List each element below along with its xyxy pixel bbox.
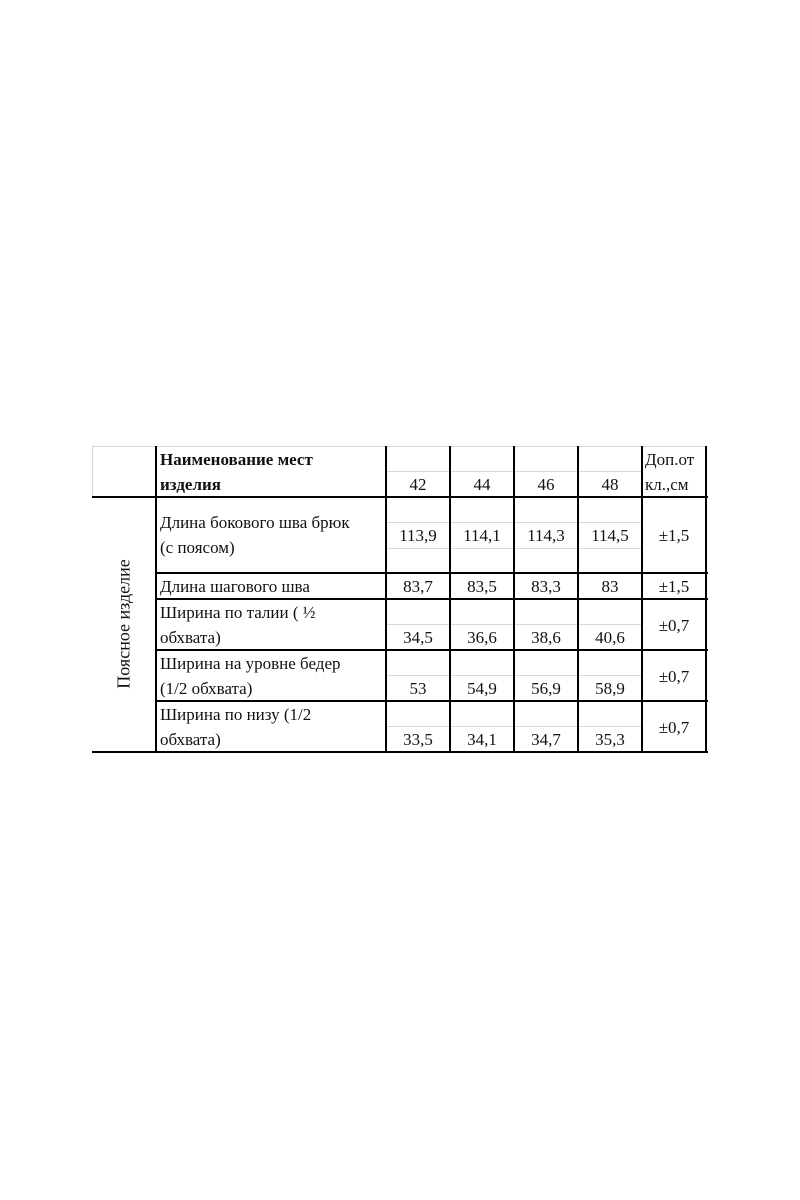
row-value: 34,5 (403, 628, 433, 647)
row-tolerance: ±1,5 (658, 526, 690, 545)
row-value: 40,6 (595, 628, 625, 647)
row-name-line1: Длина бокового шва брюк (160, 513, 350, 532)
header-name-line1: Наименование мест (160, 450, 313, 469)
gridline (92, 446, 93, 497)
row-tolerance: ±0,7 (658, 667, 690, 686)
border (449, 446, 451, 753)
border (513, 446, 515, 753)
row-name-line1: Ширина по низу (1/2 (160, 705, 312, 724)
row-tolerance: ±0,7 (658, 616, 690, 635)
border (155, 598, 708, 600)
row-value: 33,5 (403, 730, 433, 749)
border (155, 649, 708, 651)
row-value: 113,9 (399, 526, 437, 545)
header-name-line2: изделия (160, 475, 221, 494)
row-name-line2: (с поясом) (160, 538, 235, 557)
header-size: 48 (601, 475, 619, 494)
gridline (92, 446, 706, 447)
row-value: 34,1 (467, 730, 497, 749)
border (155, 446, 157, 753)
row-value: 53 (409, 679, 427, 698)
row-value: 83,5 (467, 577, 497, 596)
row-value: 114,1 (463, 526, 501, 545)
border (92, 496, 708, 498)
row-name-line1: Ширина на уровне бедер (160, 654, 341, 673)
header-tolerance-line2: кл.,см (645, 475, 689, 494)
row-value: 35,3 (595, 730, 625, 749)
row-name-line1: Длина шагового шва (160, 577, 310, 596)
group-label: Поясное изделие (113, 559, 134, 689)
header-size: 46 (537, 475, 555, 494)
row-value: 34,7 (531, 730, 561, 749)
border (705, 446, 707, 753)
row-name-line1: Ширина по талии ( ½ (160, 603, 316, 622)
header-tolerance-line1: Доп.от (645, 450, 695, 469)
border (577, 446, 579, 753)
row-name-line2: обхвата) (160, 628, 221, 647)
row-value: 83,7 (403, 577, 433, 596)
border (385, 446, 387, 753)
border (92, 751, 708, 753)
row-value: 56,9 (531, 679, 561, 698)
header-size: 44 (473, 475, 491, 494)
row-value: 83,3 (531, 577, 561, 596)
row-value: 114,3 (527, 526, 565, 545)
row-tolerance: ±0,7 (658, 718, 690, 737)
border (641, 446, 643, 753)
border (155, 572, 708, 574)
row-name-line2: обхвата) (160, 730, 221, 749)
row-value: 114,5 (591, 526, 629, 545)
border (155, 700, 708, 702)
row-value: 38,6 (531, 628, 561, 647)
row-tolerance: ±1,5 (658, 577, 690, 596)
row-value: 36,6 (467, 628, 497, 647)
header-size: 42 (409, 475, 427, 494)
row-value: 83 (601, 577, 619, 596)
row-value: 54,9 (467, 679, 497, 698)
row-value: 58,9 (595, 679, 625, 698)
row-name-line2: (1/2 обхвата) (160, 679, 253, 698)
